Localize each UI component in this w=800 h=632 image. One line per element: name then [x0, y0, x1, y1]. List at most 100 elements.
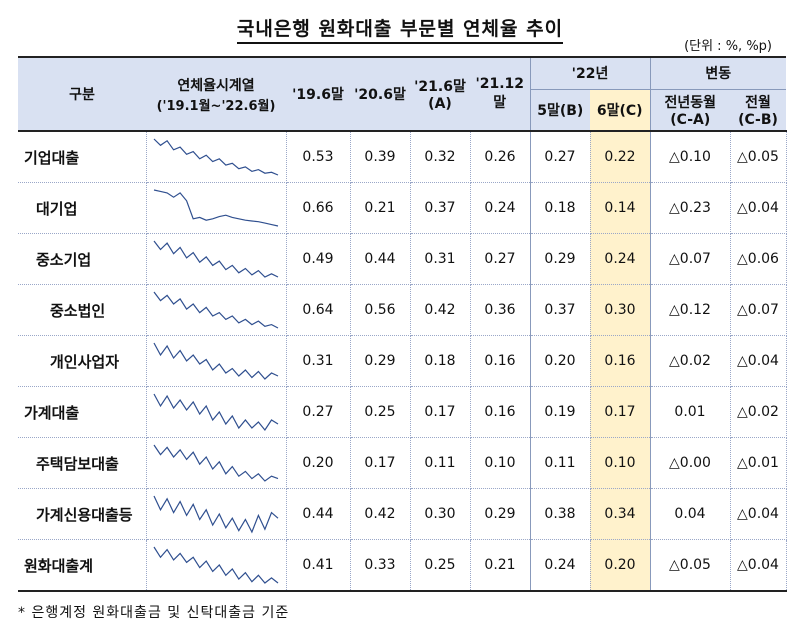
table-title: 국내은행 원화대출 부문별 연체율 추이 — [0, 14, 800, 44]
sparkline-chart — [153, 240, 279, 278]
cell-v4: 0.16 — [470, 335, 531, 387]
sparkline-cell — [145, 539, 287, 592]
sparkline-cell — [145, 488, 287, 540]
sparkline-line — [153, 546, 279, 584]
cell-v3: 0.37 — [410, 182, 471, 234]
cell-v6: 0.17 — [590, 386, 651, 438]
cell-d1: △0.12 — [650, 284, 731, 336]
cell-d1: △0.00 — [650, 437, 731, 489]
sparkline-line — [153, 393, 279, 432]
cell-v5: 0.27 — [530, 131, 591, 183]
header-22: '22년 — [530, 57, 651, 90]
cell-v1: 0.64 — [286, 284, 351, 336]
header-mom: 전월 (C-B) — [730, 89, 786, 132]
cell-v2: 0.44 — [350, 233, 411, 285]
cell-v3: 0.31 — [410, 233, 471, 285]
cell-d2: △0.05 — [730, 131, 787, 183]
sparkline-chart — [153, 291, 279, 329]
table-row: 가계신용대출등 0.44 0.42 0.30 0.29 0.38 0.34 0.04 △0.04 — [18, 488, 787, 540]
cell-v6: 0.10 — [590, 437, 651, 489]
cell-d2: △0.01 — [730, 437, 787, 489]
cell-v1: 0.41 — [286, 539, 351, 592]
header-20-6: '20.6말 — [350, 57, 410, 132]
cell-v2: 0.21 — [350, 182, 411, 234]
cell-v6: 0.34 — [590, 488, 651, 540]
table-row: 중소기업 0.49 0.44 0.31 0.27 0.29 0.24 △0.07 △0.06 — [18, 233, 787, 285]
cell-v5: 0.18 — [530, 182, 591, 234]
cell-v1: 0.27 — [286, 386, 351, 438]
row-label: 가계신용대출등 — [18, 488, 147, 540]
sparkline-line — [153, 240, 279, 278]
cell-v2: 0.17 — [350, 437, 411, 489]
cell-v4: 0.24 — [470, 182, 531, 234]
cell-v4: 0.10 — [470, 437, 531, 489]
cell-v3: 0.42 — [410, 284, 471, 336]
cell-v3: 0.30 — [410, 488, 471, 540]
cell-v1: 0.44 — [286, 488, 351, 540]
sparkline-cell — [145, 284, 287, 336]
cell-d2: △0.04 — [730, 488, 787, 540]
cell-d1: 0.04 — [650, 488, 731, 540]
sparkline-chart — [153, 342, 279, 380]
row-label: 원화대출계 — [18, 539, 147, 592]
row-label: 기업대출 — [18, 131, 147, 183]
cell-v5: 0.24 — [530, 539, 591, 592]
header-5: 5말(B) — [530, 89, 590, 132]
sparkline-chart — [153, 444, 279, 482]
header-19-6: '19.6말 — [286, 57, 350, 132]
cell-v2: 0.42 — [350, 488, 411, 540]
header-category: 구분 — [18, 57, 146, 132]
cell-v6: 0.22 — [590, 131, 651, 183]
row-label: 대기업 — [18, 182, 147, 234]
cell-v5: 0.11 — [530, 437, 591, 489]
sparkline-line — [153, 342, 279, 380]
cell-d1: △0.07 — [650, 233, 731, 285]
header-yoy: 전년동월 (C-A) — [650, 89, 730, 132]
cell-v4: 0.21 — [470, 539, 531, 592]
cell-v5: 0.37 — [530, 284, 591, 336]
row-label: 개인사업자 — [18, 335, 147, 387]
header-21-12: '21.12말 — [470, 57, 531, 132]
sparkline-chart — [153, 189, 279, 227]
footnote: * 은행계정 원화대출금 및 신탁대출금 기준 — [18, 605, 290, 621]
row-label: 중소법인 — [18, 284, 147, 336]
cell-v3: 0.18 — [410, 335, 471, 387]
cell-d2: △0.04 — [730, 335, 787, 387]
cell-v6: 0.30 — [590, 284, 651, 336]
cell-v5: 0.38 — [530, 488, 591, 540]
cell-v6: 0.16 — [590, 335, 651, 387]
cell-d1: △0.23 — [650, 182, 731, 234]
cell-v3: 0.25 — [410, 539, 471, 592]
cell-v4: 0.27 — [470, 233, 531, 285]
cell-v4: 0.16 — [470, 386, 531, 438]
sparkline-cell — [145, 233, 287, 285]
sparkline-cell — [145, 386, 287, 438]
cell-v1: 0.53 — [286, 131, 351, 183]
cell-d2: △0.06 — [730, 233, 787, 285]
cell-v5: 0.20 — [530, 335, 591, 387]
cell-d2: △0.04 — [730, 539, 787, 592]
cell-v6: 0.24 — [590, 233, 651, 285]
cell-v2: 0.39 — [350, 131, 411, 183]
cell-v2: 0.29 — [350, 335, 411, 387]
table-row: 원화대출계 0.41 0.33 0.25 0.21 0.24 0.20 △0.05 △0.04 — [18, 539, 787, 592]
cell-d2: △0.04 — [730, 182, 787, 234]
sparkline-chart — [153, 546, 279, 584]
sparkline-line — [153, 138, 279, 176]
row-label: 중소기업 — [18, 233, 147, 285]
table-row: 가계대출 0.27 0.25 0.17 0.16 0.19 0.17 0.01 △0.02 — [18, 386, 787, 438]
sparkline-line — [153, 495, 279, 534]
cell-v5: 0.19 — [530, 386, 591, 438]
cell-v6: 0.14 — [590, 182, 651, 234]
sparkline-cell — [145, 182, 287, 234]
sparkline-line — [153, 189, 279, 227]
cell-v4: 0.36 — [470, 284, 531, 336]
cell-v2: 0.33 — [350, 539, 411, 592]
cell-v3: 0.32 — [410, 131, 471, 183]
cell-v1: 0.20 — [286, 437, 351, 489]
cell-v2: 0.56 — [350, 284, 411, 336]
cell-d1: △0.05 — [650, 539, 731, 592]
cell-v4: 0.26 — [470, 131, 531, 183]
cell-d2: △0.02 — [730, 386, 787, 438]
row-label: 주택담보대출 — [18, 437, 147, 489]
